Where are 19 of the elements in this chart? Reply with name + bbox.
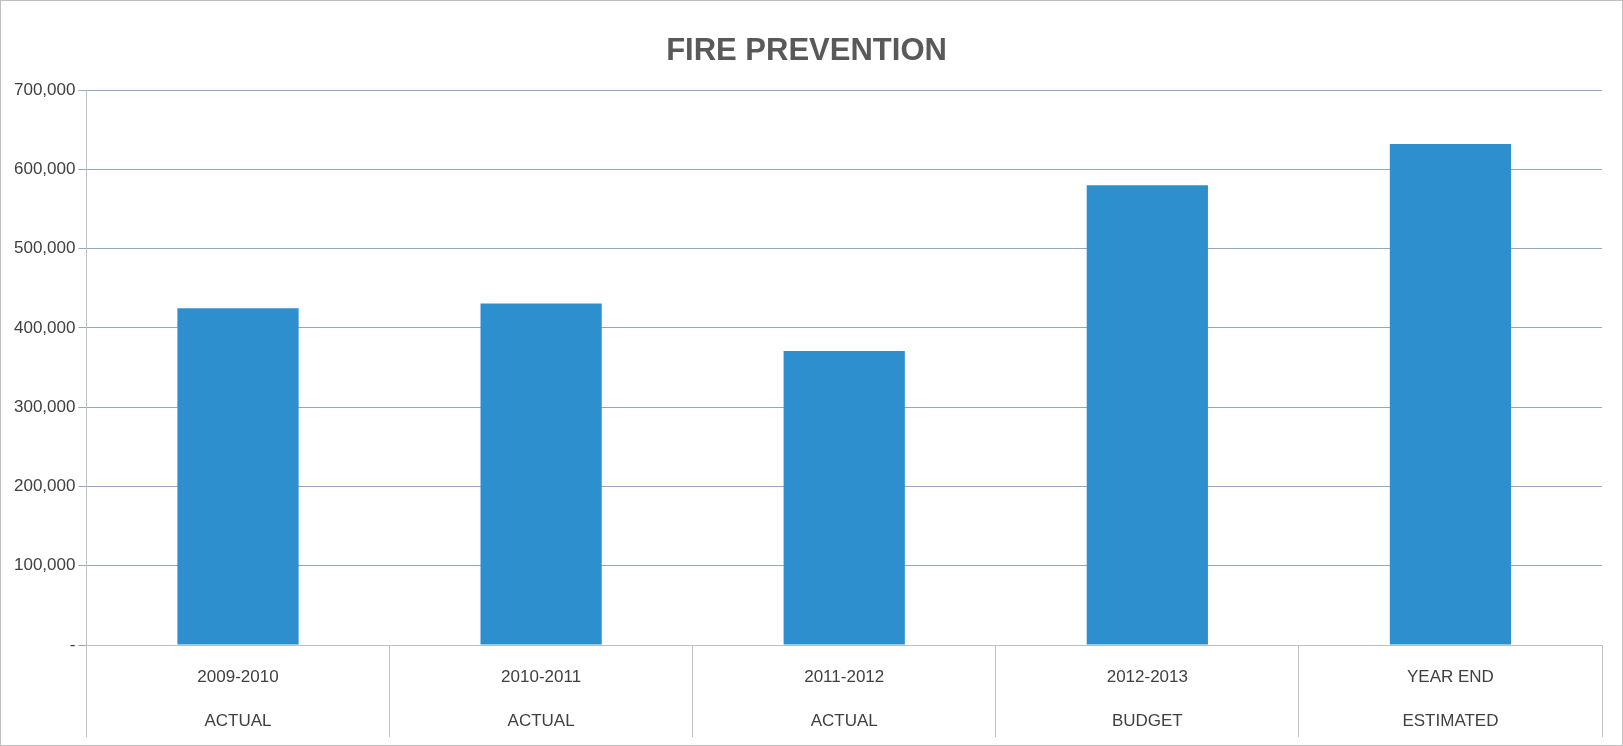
bar	[1086, 185, 1208, 645]
bar	[1389, 144, 1512, 645]
bar	[783, 350, 905, 645]
y-tick-label: 600,000	[14, 159, 76, 179]
category-label: 2011-2012 ACTUAL	[804, 666, 885, 730]
y-tick-label: 400,000	[14, 317, 76, 337]
bar	[177, 308, 299, 645]
y-tick-label: 300,000	[14, 396, 76, 416]
y-tick-label: -	[69, 634, 76, 654]
y-tick-label: 100,000	[14, 555, 76, 575]
y-tick-label: 700,000	[14, 79, 76, 99]
category-label: 2009-2010 ACTUAL	[197, 666, 279, 730]
bar	[480, 303, 602, 645]
y-tick-label: 500,000	[14, 238, 76, 258]
category-label: YEAR END ESTIMATED	[1402, 666, 1499, 730]
category-label: 2010-2011 ACTUAL	[501, 666, 582, 730]
chart-title: FIRE PREVENTION	[666, 32, 947, 68]
category-label: 2012-2013 BUDGET	[1106, 666, 1188, 730]
y-tick-label: 200,000	[14, 476, 76, 496]
